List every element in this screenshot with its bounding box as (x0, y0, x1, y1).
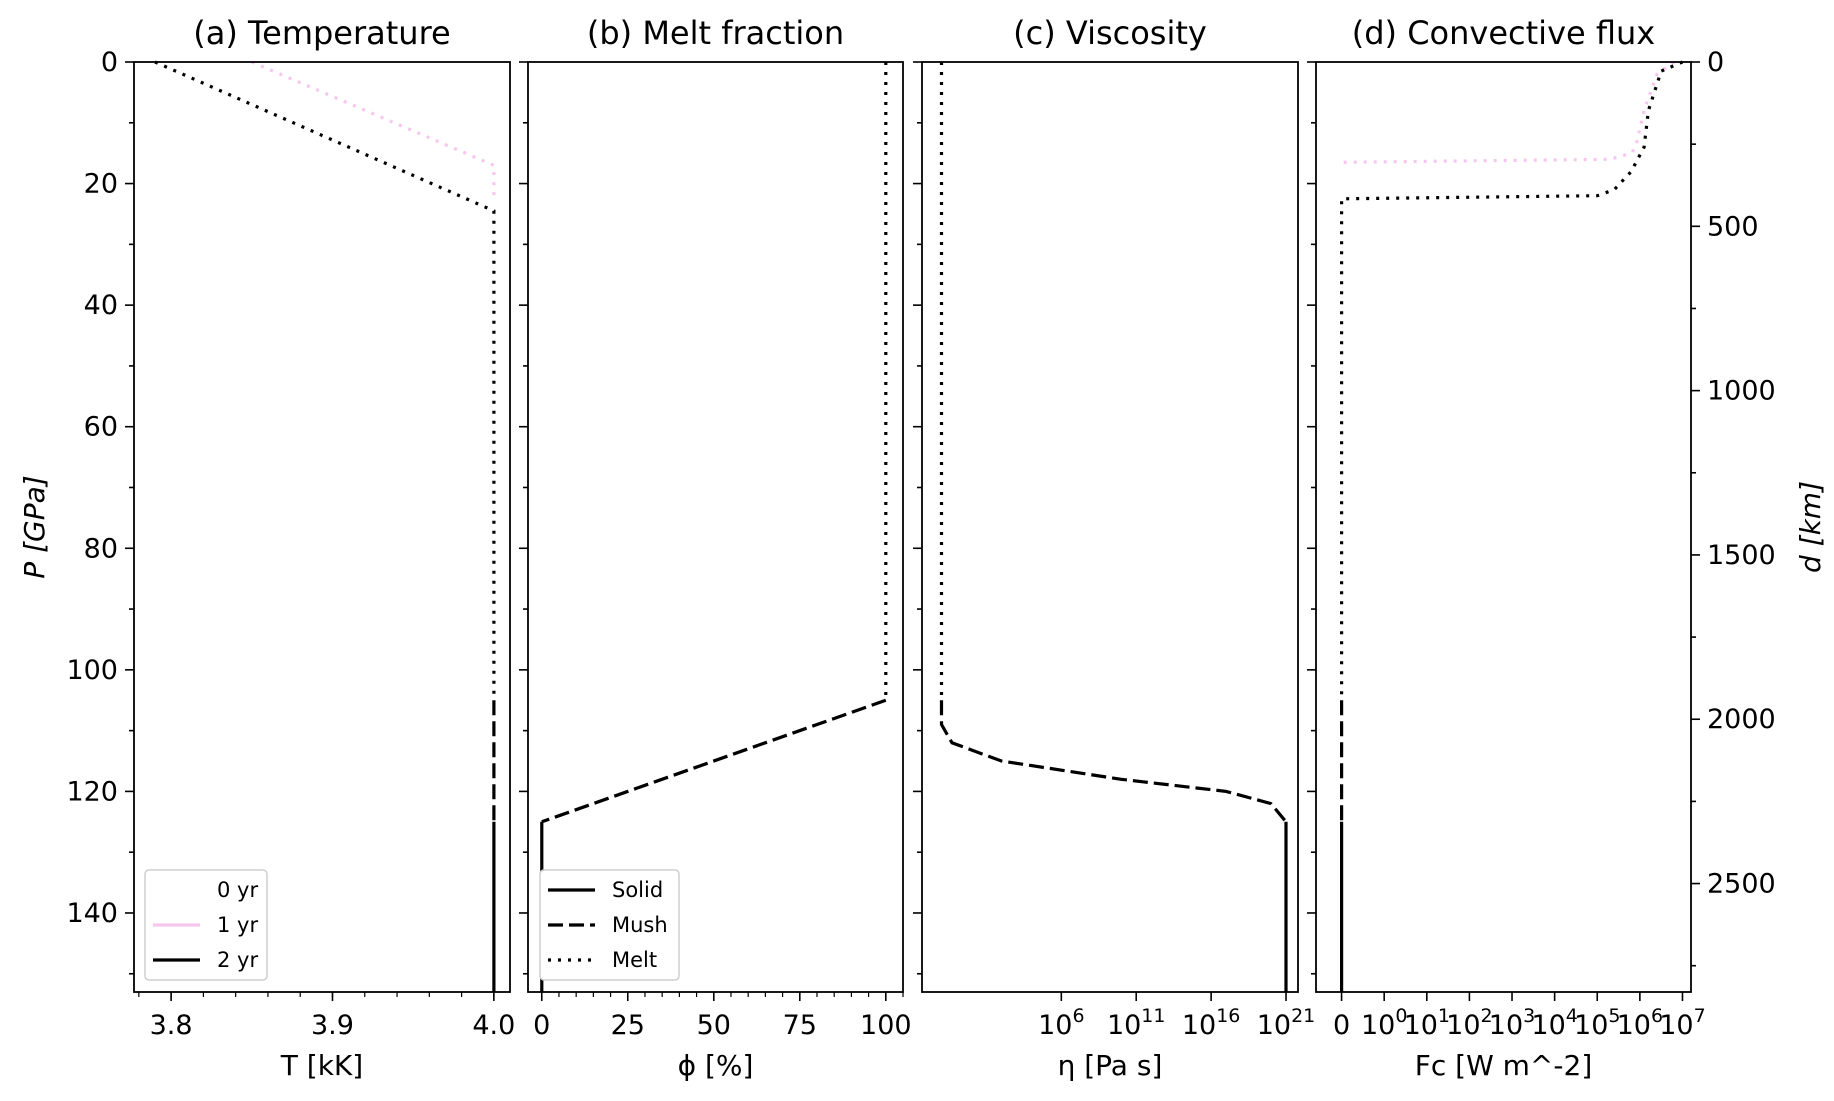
series-line-2yr-melt (154, 60, 496, 701)
right-y-tick-label: 0 (1707, 47, 1724, 78)
right-y-tick-label: 2500 (1707, 869, 1776, 900)
y-tick-label: 60 (84, 412, 118, 443)
y-tick-label: 80 (84, 533, 118, 564)
x-tick-label: 100 (1361, 1005, 1407, 1041)
plot-frame (133, 61, 511, 993)
x-axis-label: Fc [W m^-2] (1415, 1049, 1593, 1082)
right-y-tick-label: 1000 (1707, 376, 1776, 407)
x-tick-label: 75 (783, 1010, 817, 1041)
panel-title: (b) Melt fraction (587, 14, 844, 52)
legend-box (539, 869, 680, 981)
plot-frame (921, 61, 1299, 993)
plot-frame (1315, 61, 1692, 993)
x-axis-label: ϕ [%] (678, 1049, 754, 1082)
x-tick-label: 1011 (1107, 1005, 1166, 1041)
x-tick-label: 101 (1404, 1005, 1450, 1041)
panel-2 (519, 61, 904, 1001)
legend-label: Melt (612, 948, 657, 972)
legend-label: Mush (612, 913, 668, 937)
y-tick-label: 20 (84, 169, 118, 200)
series-line-1yr-melt (251, 60, 496, 202)
right-y-axis-label: d [km] (1794, 481, 1827, 573)
legend-time: 0 yr 1 yr 2 yr (144, 869, 268, 981)
x-axis-label: T [kK] (280, 1049, 363, 1082)
x-tick-label: 106 (1038, 1005, 1084, 1041)
series-line-1yr-melt (1339, 60, 1675, 166)
panel-title: (a) Temperature (193, 14, 450, 52)
panel-4 (1307, 60, 1700, 1001)
x-tick-label: 3.8 (150, 1010, 193, 1041)
plot-frame (527, 61, 904, 993)
x-tick-label: 1021 (1257, 1005, 1316, 1041)
legend-phase: Solid Mush Melt (539, 869, 680, 981)
legend-box (144, 869, 268, 981)
series-line-2yr-melt (1339, 60, 1684, 701)
y-tick-label: 100 (66, 655, 118, 686)
right-y-tick-label: 500 (1707, 211, 1759, 242)
x-tick-label: 106 (1617, 1005, 1663, 1041)
legend-label: 2 yr (217, 948, 258, 972)
x-axis-label: η [Pa s] (1058, 1049, 1163, 1082)
panel-title: (d) Convective flux (1352, 14, 1655, 52)
y-tick-label: 0 (101, 47, 118, 78)
x-tick-label: 4.0 (472, 1010, 515, 1041)
x-tick-label: 0 (1333, 1010, 1350, 1041)
legend-label: Solid (612, 878, 663, 902)
x-tick-label: 3.9 (311, 1010, 354, 1041)
legend-label: 1 yr (217, 913, 258, 937)
x-tick-label: 1016 (1182, 1005, 1241, 1041)
legend-label: 0 yr (217, 878, 258, 902)
x-tick-label: 104 (1531, 1005, 1577, 1041)
right-y-tick-label: 2000 (1707, 704, 1776, 735)
x-tick-label: 102 (1446, 1005, 1492, 1041)
panel-1 (125, 60, 511, 1001)
x-tick-label: 100 (860, 1010, 912, 1041)
x-tick-label: 105 (1574, 1005, 1620, 1041)
x-tick-label: 50 (697, 1010, 731, 1041)
y-tick-label: 140 (66, 898, 118, 929)
panel-3 (913, 61, 1299, 1001)
left-y-axis-label: P [GPa] (18, 475, 51, 578)
right-y-tick-label: 1500 (1707, 540, 1776, 571)
y-tick-label: 120 (66, 776, 118, 807)
y-tick-label: 40 (84, 290, 118, 321)
x-tick-label: 103 (1489, 1005, 1535, 1041)
series-line-2yr-mush (939, 700, 1288, 823)
x-tick-label: 25 (611, 1010, 645, 1041)
x-tick-label: 0 (533, 1010, 550, 1041)
panel-title: (c) Viscosity (1013, 14, 1207, 52)
x-tick-label: 107 (1659, 1005, 1705, 1041)
series-line-2yr-mush (541, 698, 887, 824)
